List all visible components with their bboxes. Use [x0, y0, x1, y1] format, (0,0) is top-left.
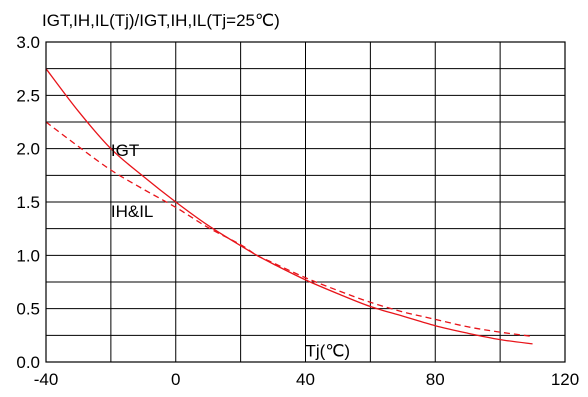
- plot-frame: [45, 41, 566, 363]
- y-tick-label: 2.5: [16, 86, 40, 105]
- annotation-label: Tj(℃): [306, 342, 351, 361]
- series-layer: [45, 68, 533, 345]
- x-tick-label: 80: [426, 370, 445, 389]
- annotations: IGT IH&IL Tj(℃): [111, 141, 350, 361]
- x-tick-label: -40: [34, 370, 59, 389]
- y-tick-label: 1.0: [16, 246, 40, 265]
- y-tick-label: 0.0: [16, 353, 40, 372]
- x-tick-label: 40: [296, 370, 315, 389]
- x-tick-label: 120: [551, 370, 579, 389]
- y-tick-label: 2.0: [16, 140, 40, 159]
- y-tick-label: 1.5: [16, 193, 40, 212]
- grid: [46, 42, 565, 362]
- tick-labels: -40 0 40 80 120 0.0 0.5 1.0 1.5 2.0 2.5 3.0: [16, 33, 579, 389]
- y-tick-label: 3.0: [16, 33, 40, 52]
- annotation-label: IH&IL: [111, 202, 154, 221]
- y-tick-label: 0.5: [16, 300, 40, 319]
- y-axis-title: IGT,IH,IL(Tj)/IGT,IH,IL(Tj=25℃): [42, 11, 280, 30]
- series-line-igt: [45, 68, 533, 345]
- x-tick-label: 0: [171, 370, 180, 389]
- annotation-label: IGT: [111, 141, 139, 160]
